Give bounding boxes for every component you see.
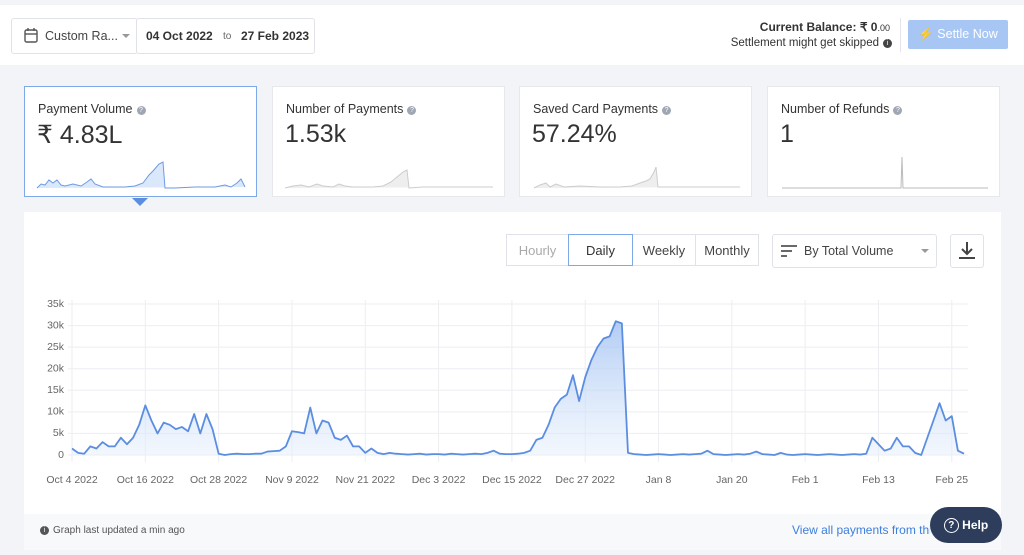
- settlement-note: Settlement might get skipped i: [731, 37, 892, 49]
- x-tick-label: Dec 27 2022: [555, 474, 615, 486]
- date-to: 27 Feb 2023: [241, 29, 310, 43]
- updated-note: i Graph last updated a min ago: [40, 525, 185, 536]
- info-icon: ?: [662, 106, 672, 115]
- card[interactable]: Payment Volume? ₹ 4.83L: [24, 86, 257, 197]
- balance-decimals: .00: [877, 23, 890, 33]
- balance-value: ₹ 0: [859, 20, 878, 34]
- y-tick-label: 5k: [53, 427, 65, 439]
- download-icon: [959, 242, 975, 259]
- sparkline: [36, 161, 246, 189]
- date-to-label: to: [223, 31, 232, 42]
- x-tick-label: Dec 3 2022: [412, 474, 466, 486]
- tab[interactable]: Hourly: [506, 234, 569, 266]
- info-icon: ?: [136, 106, 146, 115]
- info-icon: i: [40, 526, 49, 535]
- calendar-icon: [24, 28, 38, 43]
- x-tick-label: Feb 25: [935, 474, 968, 486]
- range-select[interactable]: Custom Ra...: [11, 18, 138, 54]
- x-tick-label: Jan 8: [646, 474, 672, 486]
- chart-panel: [24, 212, 1001, 550]
- sort-icon: [781, 245, 797, 257]
- x-tick-label: Feb 13: [862, 474, 895, 486]
- card-pointer: [132, 198, 148, 206]
- caret: [921, 249, 929, 253]
- card[interactable]: Saved Card Payments? 57.24%: [519, 86, 752, 197]
- date-from: 04 Oct 2022: [146, 29, 213, 43]
- help-button[interactable]: ? Help: [930, 507, 1002, 543]
- card-value: 1.53k: [285, 120, 347, 148]
- info-icon: i: [883, 39, 892, 48]
- y-tick-label: 30k: [47, 319, 65, 331]
- sort-text: By Total Volume: [804, 244, 894, 258]
- view-link[interactable]: View all payments from this: [792, 523, 930, 537]
- info-icon: ?: [407, 106, 417, 115]
- card-title-text: Saved Card Payments: [533, 102, 659, 116]
- card-value: 57.24%: [532, 120, 617, 148]
- range-text: Custom Ra...: [45, 29, 118, 43]
- sparkline: [782, 156, 988, 189]
- x-tick-label: Oct 16 2022: [117, 474, 174, 486]
- y-tick-label: 15k: [47, 384, 65, 396]
- y-tick-label: 35k: [47, 298, 65, 310]
- x-tick-label: Jan 20: [716, 474, 748, 486]
- card[interactable]: Number of Refunds? 1: [767, 86, 1000, 197]
- x-tick-label: Dec 15 2022: [482, 474, 542, 486]
- divider: [900, 18, 901, 52]
- updated-text: Graph last updated a min ago: [53, 525, 185, 536]
- sparkline: [284, 169, 493, 189]
- y-tick-label: 10k: [47, 406, 65, 418]
- area: [72, 321, 964, 455]
- card-title-text: Number of Payments: [286, 102, 404, 116]
- card-value: ₹ 4.83L: [37, 121, 123, 149]
- balance-label: Current Balance:: [759, 20, 857, 34]
- card-title: Number of Refunds?: [781, 102, 903, 116]
- y-tick-label: 0: [58, 449, 64, 461]
- settle-button[interactable]: ⚡ Settle Now: [908, 20, 1008, 49]
- card-value: 1: [780, 120, 794, 148]
- card-title-text: Payment Volume: [38, 102, 133, 116]
- x-tick-label: Oct 4 2022: [46, 474, 98, 486]
- caret: [122, 34, 130, 38]
- date-range[interactable]: 04 Oct 2022 to 27 Feb 2023: [136, 18, 315, 54]
- download-button[interactable]: [950, 234, 984, 268]
- chart-footer: [24, 514, 1001, 550]
- card-title: Saved Card Payments?: [533, 102, 672, 116]
- card-title: Number of Payments?: [286, 102, 417, 116]
- settle-text: Settle Now: [937, 27, 998, 41]
- card-title-text: Number of Refunds: [781, 102, 890, 116]
- tab-selected[interactable]: Daily: [568, 234, 633, 266]
- y-tick-label: 25k: [47, 341, 65, 353]
- x-tick-label: Feb 1: [792, 474, 819, 486]
- info-icon: ?: [893, 106, 903, 115]
- x-tick-label: Nov 9 2022: [265, 474, 319, 486]
- line: [71, 320, 965, 456]
- settlement-text: Settlement might get skipped: [730, 37, 879, 49]
- sparkline: [533, 166, 740, 189]
- balance: Current Balance: ₹ 0.00: [760, 20, 890, 34]
- card-title: Payment Volume?: [38, 102, 146, 116]
- help-text: Help: [962, 518, 989, 532]
- x-tick-label: Oct 28 2022: [190, 474, 247, 486]
- x-tick-label: Nov 21 2022: [335, 474, 395, 486]
- tab[interactable]: Monthly: [695, 234, 759, 266]
- sort-select[interactable]: By Total Volume: [772, 234, 937, 268]
- card[interactable]: Number of Payments? 1.53k: [272, 86, 505, 197]
- help-icon: ?: [943, 518, 959, 533]
- y-tick-label: 20k: [47, 362, 65, 374]
